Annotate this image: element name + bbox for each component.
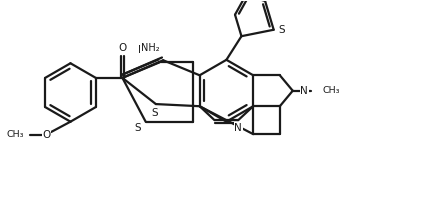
Text: S: S [135, 123, 141, 133]
Text: S: S [278, 25, 285, 35]
Text: CH₃: CH₃ [6, 130, 24, 139]
Text: NH₂: NH₂ [138, 45, 157, 55]
Text: NH₂: NH₂ [141, 43, 160, 53]
Text: O: O [43, 130, 51, 140]
Text: CH₃: CH₃ [323, 86, 340, 95]
Text: O: O [118, 43, 127, 53]
Text: S: S [152, 108, 158, 118]
Text: N: N [234, 123, 242, 133]
Text: N: N [301, 86, 308, 96]
